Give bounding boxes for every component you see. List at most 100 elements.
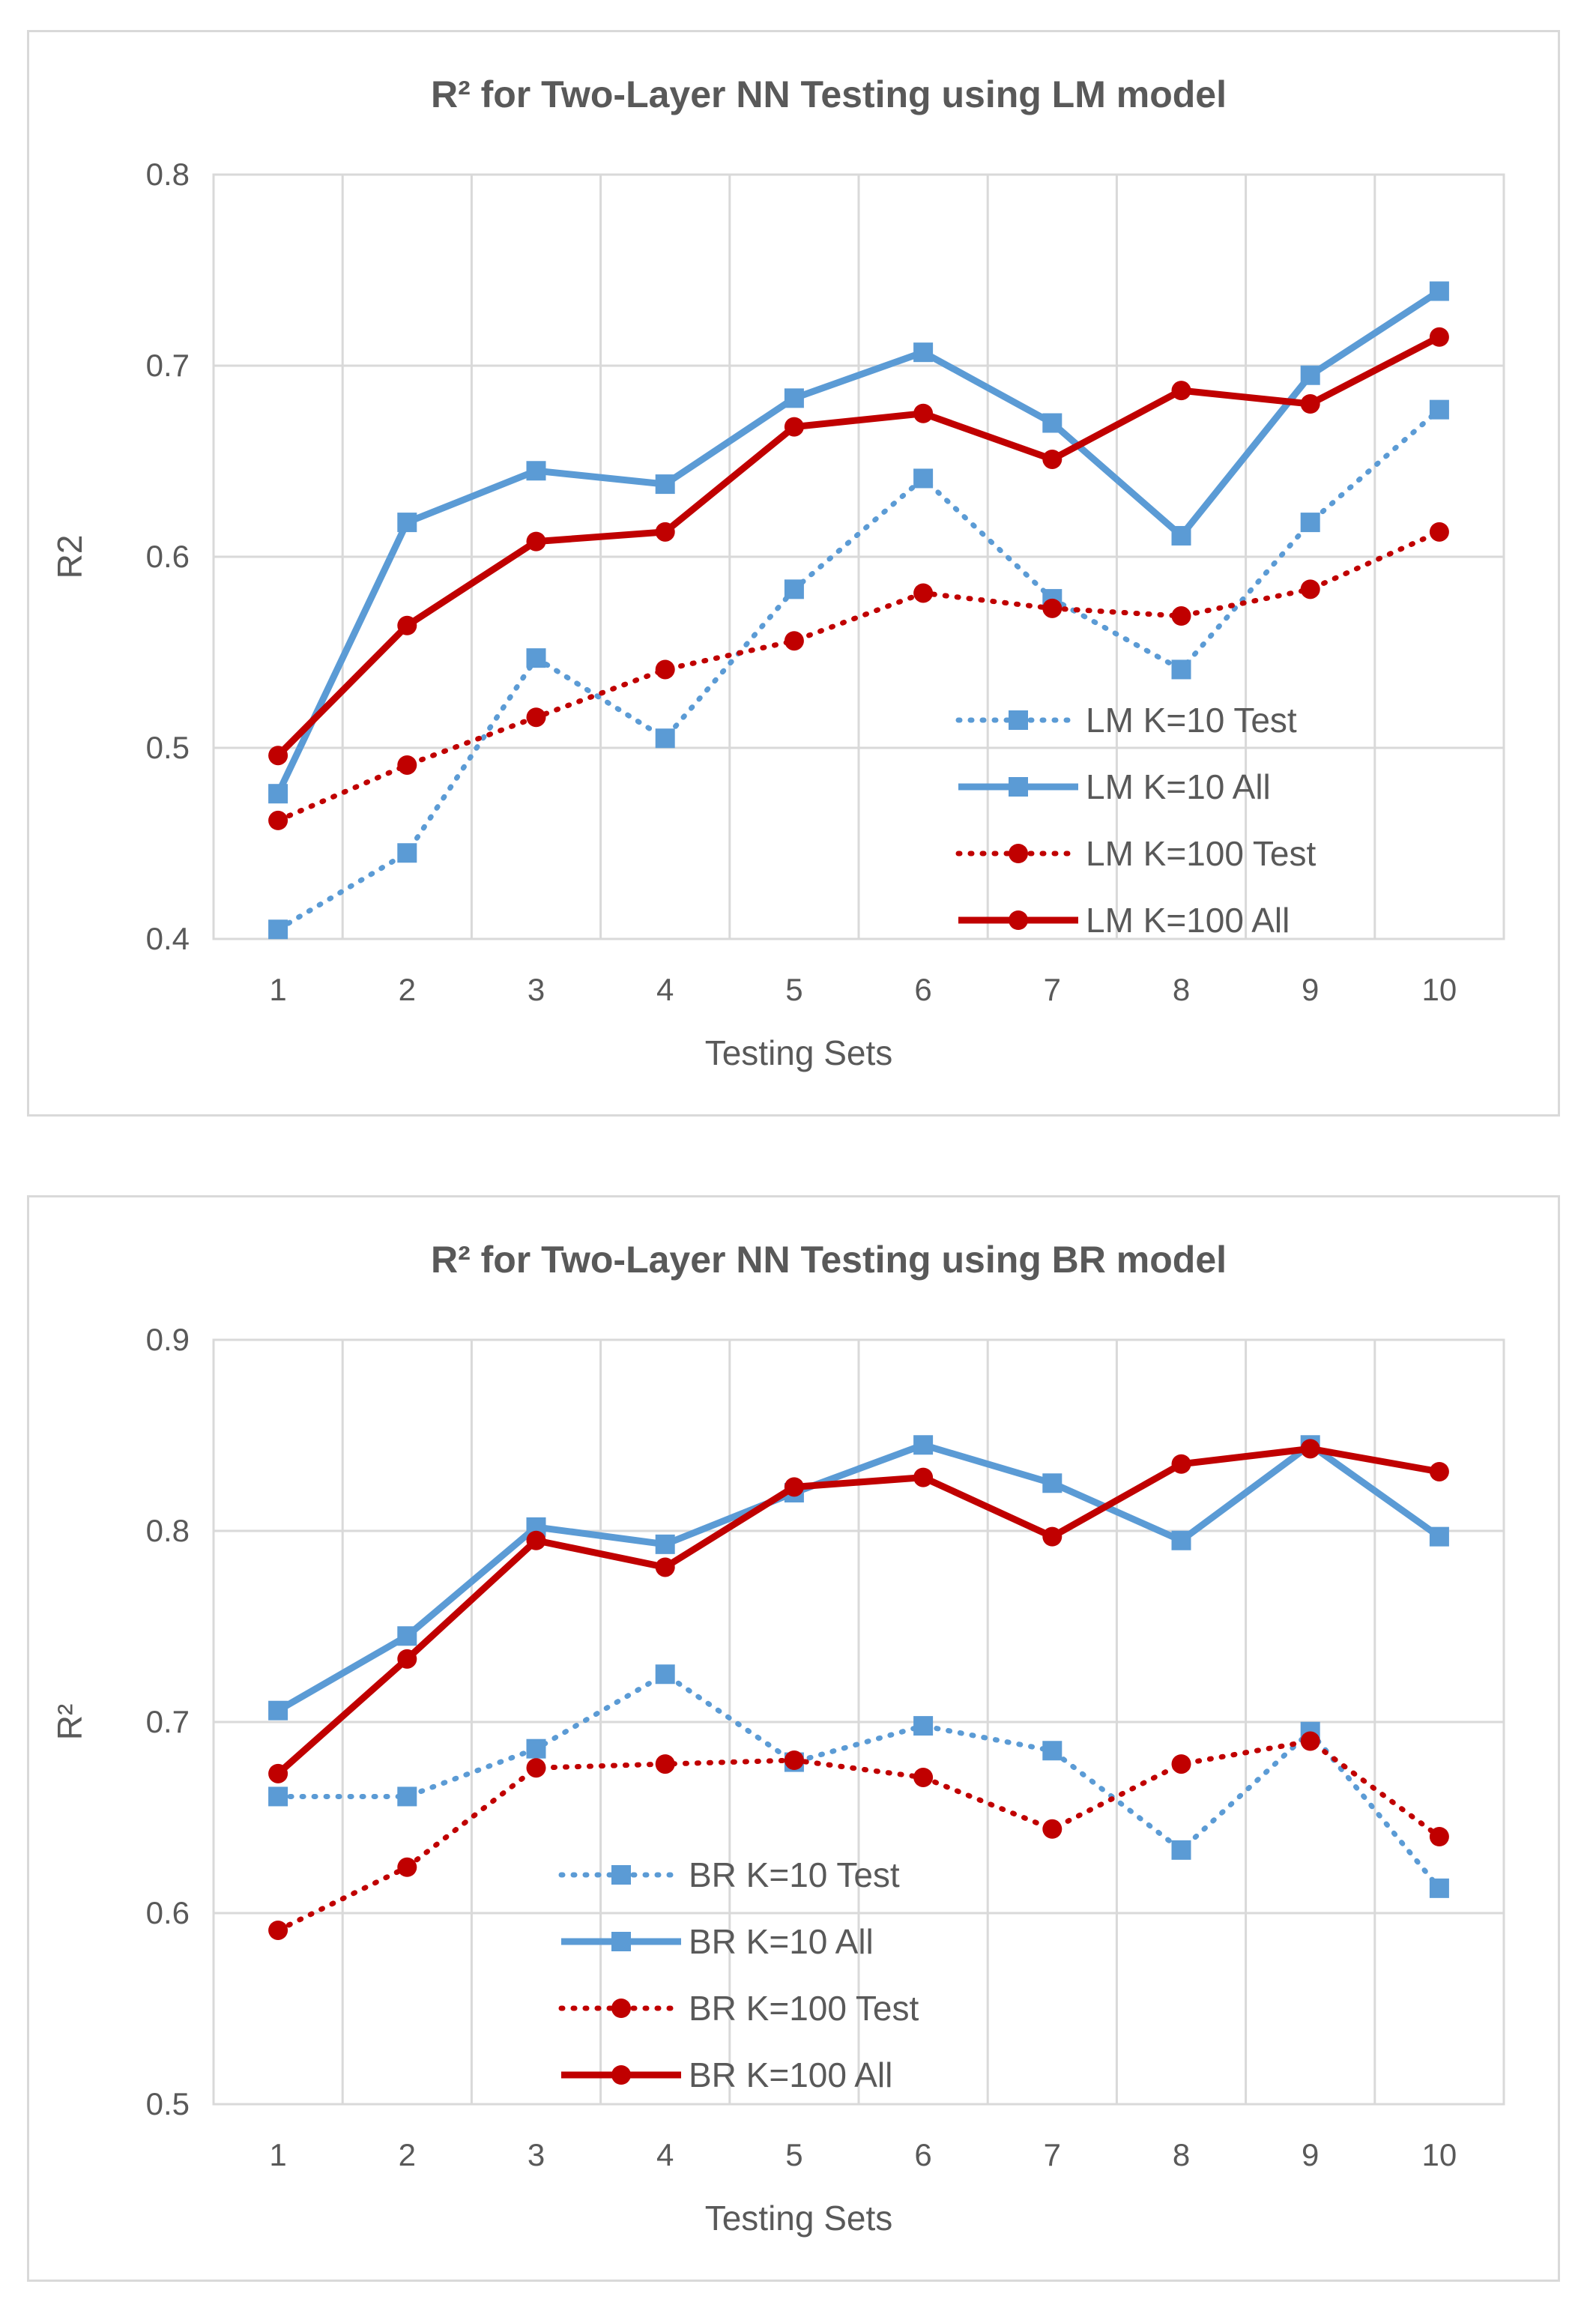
x-tick-label: 8 (1173, 2137, 1190, 2172)
y-tick-label: 0.5 (146, 2086, 190, 2121)
data-point (913, 342, 934, 363)
data-point (268, 810, 288, 830)
y-tick-label: 0.6 (146, 539, 190, 574)
y-axis-label: R2 (50, 535, 89, 579)
legend: BR K=10 Test BR K=10 All BR K=100 Test BR K… (558, 1855, 919, 2094)
legend-swatch-marker (611, 1999, 631, 2018)
y-tick-label: 0.4 (146, 921, 190, 956)
data-point (913, 1767, 934, 1787)
data-point (1429, 1461, 1449, 1481)
data-point (397, 1626, 417, 1646)
chart-title: R² for Two-Layer NN Testing using LM mod… (431, 73, 1227, 115)
series-line (276, 1445, 1440, 1777)
data-point (655, 1754, 675, 1774)
data-point (1429, 1827, 1449, 1846)
x-tick-label: 2 (399, 972, 416, 1007)
legend-swatch-marker (1009, 777, 1028, 797)
x-tick-label: 1 (269, 972, 286, 1007)
x-axis-label: Testing Sets (705, 1033, 893, 1072)
y-tick-label: 0.9 (146, 1322, 190, 1357)
x-tick-label: 8 (1173, 972, 1190, 1007)
x-tick-label: 2 (399, 2137, 416, 2172)
data-point (397, 1649, 417, 1669)
legend-label: BR K=100 All (689, 2055, 892, 2094)
x-tick-label: 3 (528, 972, 545, 1007)
data-point (913, 468, 934, 489)
data-point (1300, 1439, 1320, 1459)
data-point (1171, 1840, 1191, 1860)
x-tick-label: 9 (1302, 2137, 1319, 2172)
y-tick-label: 0.7 (146, 348, 190, 383)
legend-swatch-marker (611, 2065, 631, 2085)
series-lm-k-10-all (268, 281, 1449, 804)
data-point (268, 1700, 288, 1721)
data-point (268, 919, 288, 940)
data-point (1429, 399, 1449, 420)
data-point (1429, 281, 1449, 301)
data-point (1171, 381, 1191, 401)
data-point (1300, 1731, 1320, 1751)
legend-swatch-marker (1009, 844, 1028, 863)
legend-label: BR K=10 All (689, 1922, 874, 1961)
data-point (526, 648, 546, 668)
data-point (1042, 449, 1063, 469)
data-point (784, 631, 804, 651)
legend-swatch-marker (611, 1932, 631, 1951)
data-point (913, 1716, 934, 1736)
x-tick-label: 1 (269, 2137, 286, 2172)
data-point (655, 522, 675, 542)
data-point (268, 1786, 288, 1807)
x-tick-label: 5 (785, 2137, 802, 2172)
data-point (526, 1738, 546, 1759)
series-br-k-100-all (268, 1439, 1449, 1783)
data-point (268, 1763, 288, 1783)
data-point (1429, 1878, 1449, 1898)
y-tick-label: 0.7 (146, 1704, 190, 1739)
data-point (1171, 1454, 1191, 1474)
data-point (1042, 1741, 1063, 1761)
y-tick-label: 0.8 (146, 1513, 190, 1548)
x-tick-label: 4 (656, 972, 674, 1007)
data-point (655, 1664, 675, 1685)
data-point (784, 417, 804, 437)
data-point (913, 583, 934, 603)
data-point (655, 474, 675, 495)
legend-label: LM K=10 All (1086, 767, 1271, 806)
lm-chart: R² for Two-Layer NN Testing using LM mod… (50, 73, 1505, 1072)
data-point (1171, 606, 1191, 626)
y-tick-label: 0.5 (146, 730, 190, 765)
series-line (275, 288, 1442, 796)
series-lm-k-100-test (268, 522, 1449, 830)
y-axis-label: R² (50, 1704, 89, 1741)
data-point (1429, 522, 1449, 542)
series-line (275, 1738, 1442, 1933)
br-chart-panel: R² for Two-Layer NN Testing using BR mod… (27, 1195, 1560, 2282)
data-point (1171, 659, 1191, 680)
legend-label: BR K=100 Test (689, 1989, 919, 2028)
data-point (526, 707, 546, 728)
data-point (397, 755, 417, 775)
data-point (913, 1435, 934, 1455)
legend-label: BR K=10 Test (689, 1855, 900, 1894)
x-axis-label: Testing Sets (705, 2199, 893, 2238)
br-chart: R² for Two-Layer NN Testing using BR mod… (50, 1239, 1505, 2238)
data-point (1300, 579, 1320, 599)
legend: LM K=10 Test LM K=10 All LM K=100 Test LM K… (955, 701, 1317, 940)
x-tick-label: 10 (1422, 2137, 1457, 2172)
data-point (1300, 513, 1320, 533)
data-point (784, 1477, 804, 1497)
data-point (526, 1530, 546, 1550)
series-lm-k-100-all (268, 327, 1449, 766)
y-tick-label: 0.8 (146, 157, 190, 192)
data-point (784, 1750, 804, 1770)
plot-area (212, 1338, 1505, 2106)
data-point (655, 728, 675, 749)
x-tick-label: 9 (1302, 972, 1319, 1007)
data-point (526, 461, 546, 481)
data-point (1171, 525, 1191, 546)
data-point (526, 1758, 546, 1778)
legend-label: LM K=10 Test (1086, 701, 1297, 740)
x-tick-label: 3 (528, 2137, 545, 2172)
data-point (397, 843, 417, 863)
data-point (655, 1534, 675, 1554)
